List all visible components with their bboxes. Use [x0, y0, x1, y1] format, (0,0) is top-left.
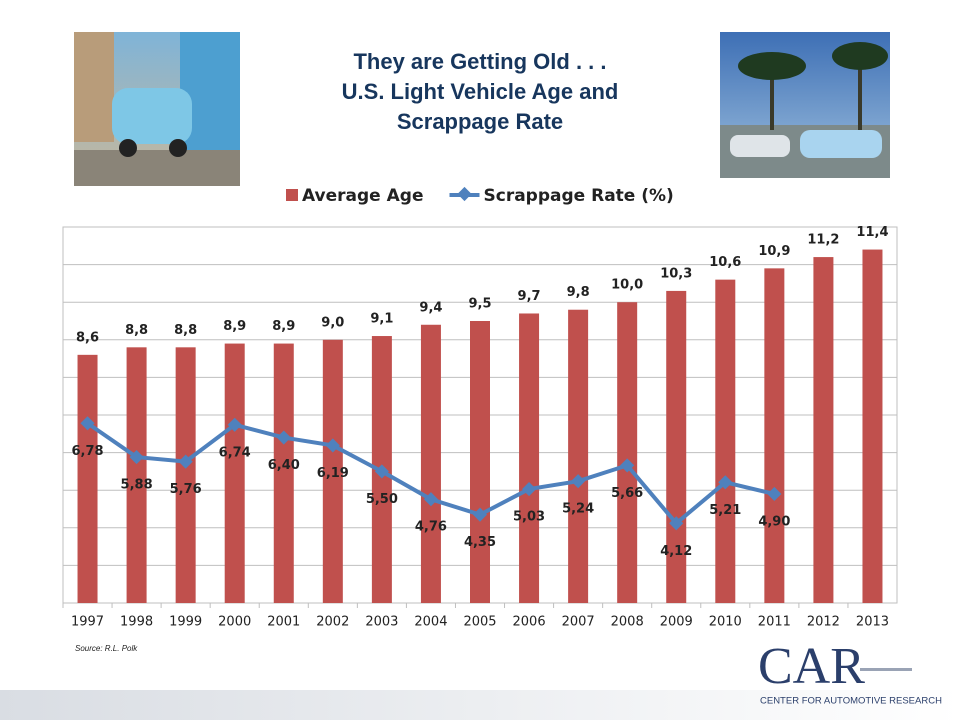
x-tick-label: 2004 — [414, 615, 447, 630]
bar — [322, 339, 343, 603]
bar — [764, 268, 785, 603]
line-value-label: 4,90 — [758, 514, 790, 529]
x-tick-label: 1998 — [120, 615, 153, 630]
x-tick-label: 2011 — [758, 615, 791, 630]
bar-value-label: 9,0 — [321, 315, 344, 330]
bar — [568, 309, 589, 603]
line-value-label: 5,66 — [611, 486, 643, 501]
bar-value-label: 9,7 — [518, 289, 541, 304]
line-value-label: 5,76 — [170, 482, 202, 497]
line-marker — [227, 417, 242, 432]
photo-left — [74, 32, 240, 186]
logo: CAR CENTER FOR AUTOMOTIVE RESEARCH — [758, 638, 942, 707]
line-marker — [571, 474, 586, 489]
bar-value-label: 11,4 — [856, 225, 888, 240]
line-marker — [620, 458, 635, 473]
x-tick-label: 2008 — [611, 615, 644, 630]
bar-value-label: 10,9 — [758, 244, 790, 259]
line-marker — [178, 454, 193, 469]
x-tick-label: 2006 — [513, 615, 546, 630]
line-marker — [669, 516, 684, 531]
source-note: Source: R.L. Polk — [75, 644, 138, 653]
bar — [126, 347, 147, 603]
bar — [813, 257, 834, 603]
line-value-label: 5,21 — [709, 503, 741, 518]
bar — [470, 321, 490, 603]
line-value-label: 4,76 — [415, 520, 447, 535]
x-tick-label: 2010 — [709, 615, 742, 630]
bar — [862, 249, 883, 603]
legend-swatch — [286, 189, 298, 201]
line-marker — [374, 464, 389, 479]
bar-value-label: 10,3 — [660, 266, 692, 281]
x-tick-label: 1999 — [169, 615, 202, 630]
x-tick-label: 2007 — [562, 615, 595, 630]
legend-label: Average Age — [302, 186, 424, 206]
line-marker — [423, 492, 439, 507]
line-marker — [767, 486, 782, 502]
title-line: They are Getting Old . . . — [353, 49, 606, 74]
bar — [519, 313, 540, 603]
bar — [77, 354, 98, 603]
line-marker — [276, 430, 291, 445]
bar-value-label: 8,6 — [76, 330, 99, 345]
bar-value-label: 10,0 — [611, 278, 643, 293]
bar — [273, 343, 294, 603]
line-value-label: 5,24 — [562, 502, 594, 517]
line-value-label: 6,74 — [219, 445, 251, 460]
line-value-label: 5,88 — [121, 478, 153, 493]
title-line: Scrappage Rate — [397, 109, 563, 134]
line-marker — [129, 450, 144, 465]
bar-value-label: 8,9 — [223, 319, 246, 334]
bar-value-label: 9,5 — [468, 297, 491, 312]
line-marker — [325, 438, 340, 453]
bar-value-label: 8,9 — [272, 319, 295, 334]
x-tick-label: 1997 — [71, 615, 104, 630]
line-value-label: 5,50 — [366, 492, 398, 507]
bar-value-label: 8,8 — [125, 323, 148, 338]
x-tick-label: 2013 — [856, 615, 889, 630]
title-line: U.S. Light Vehicle Age and — [342, 79, 619, 104]
bar-value-label: 10,6 — [709, 255, 741, 270]
x-tick-label: 2002 — [316, 615, 349, 630]
photo-right — [720, 32, 890, 178]
x-tick-label: 2005 — [463, 615, 496, 630]
bar-value-label: 9,1 — [370, 312, 393, 327]
x-tick-label: 2000 — [218, 615, 251, 630]
logo-name: CAR — [758, 638, 865, 695]
x-tick-label: 2009 — [660, 615, 693, 630]
line-marker — [718, 475, 733, 490]
footer-band — [0, 690, 960, 720]
bar-value-label: 8,8 — [174, 323, 197, 338]
bar-value-label: 9,4 — [419, 300, 442, 315]
bar — [224, 343, 245, 603]
logo-rule — [860, 668, 912, 671]
line-value-label: 4,12 — [660, 544, 692, 559]
bar — [420, 324, 441, 603]
line-value-label: 6,40 — [268, 458, 300, 473]
logo-tagline: CENTER FOR AUTOMOTIVE RESEARCH — [760, 696, 942, 707]
legend-swatch — [457, 186, 472, 202]
bar-value-label: 11,2 — [807, 233, 839, 248]
line-value-label: 6,19 — [317, 466, 349, 481]
line-value-label: 4,35 — [464, 535, 496, 550]
bar — [715, 279, 736, 603]
line-marker — [521, 482, 537, 497]
title: They are Getting Old . . . U.S. Light Veh… — [342, 49, 619, 134]
line-marker — [472, 507, 488, 522]
x-tick-label: 2003 — [365, 615, 398, 630]
line-value-label: 5,03 — [513, 510, 545, 525]
x-tick-label: 2001 — [267, 615, 300, 630]
bar — [175, 347, 196, 603]
line-marker — [80, 416, 95, 431]
bar — [617, 302, 638, 603]
x-tick-label: 2012 — [807, 615, 840, 630]
legend-label: Scrappage Rate (%) — [484, 186, 674, 206]
line-value-label: 6,78 — [71, 444, 103, 459]
bar-value-label: 9,8 — [567, 285, 590, 300]
